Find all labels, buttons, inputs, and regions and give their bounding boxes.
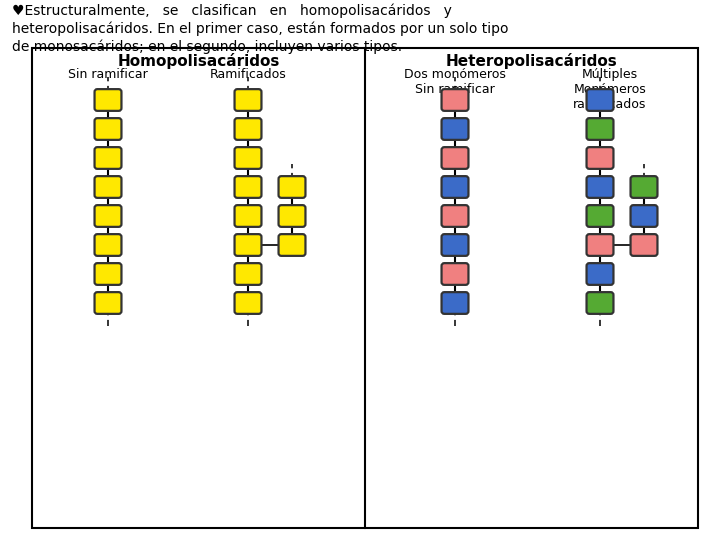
FancyBboxPatch shape [441,292,469,314]
Text: Dos monómeros
Sin ramificar: Dos monómeros Sin ramificar [404,68,506,96]
FancyBboxPatch shape [279,234,305,256]
FancyBboxPatch shape [235,147,261,169]
FancyBboxPatch shape [235,118,261,140]
FancyBboxPatch shape [587,292,613,314]
FancyBboxPatch shape [441,263,469,285]
FancyBboxPatch shape [279,176,305,198]
FancyBboxPatch shape [94,234,122,256]
FancyBboxPatch shape [441,234,469,256]
FancyBboxPatch shape [94,205,122,227]
FancyBboxPatch shape [441,176,469,198]
FancyBboxPatch shape [631,176,657,198]
FancyBboxPatch shape [94,263,122,285]
FancyBboxPatch shape [235,205,261,227]
Text: ♥Estructuralmente,   se   clasifican   en   homopolisacáridos   y: ♥Estructuralmente, se clasifican en homo… [12,3,452,17]
FancyBboxPatch shape [441,205,469,227]
FancyBboxPatch shape [587,89,613,111]
FancyBboxPatch shape [94,292,122,314]
Text: Homopolisacáridos: Homopolisacáridos [117,53,279,69]
FancyBboxPatch shape [235,176,261,198]
FancyBboxPatch shape [279,205,305,227]
FancyBboxPatch shape [94,147,122,169]
Text: Heteropolisacáridos: Heteropolisacáridos [446,53,617,69]
FancyBboxPatch shape [94,89,122,111]
FancyBboxPatch shape [587,263,613,285]
FancyBboxPatch shape [441,147,469,169]
Text: de monosacáridos; en el segundo, incluyen varios tipos.: de monosacáridos; en el segundo, incluye… [12,39,402,53]
Text: Sin ramificar: Sin ramificar [68,68,148,81]
FancyBboxPatch shape [235,292,261,314]
FancyBboxPatch shape [94,118,122,140]
FancyBboxPatch shape [587,176,613,198]
FancyBboxPatch shape [235,89,261,111]
FancyBboxPatch shape [32,48,698,528]
FancyBboxPatch shape [587,234,613,256]
Text: Ramificados: Ramificados [210,68,287,81]
FancyBboxPatch shape [235,263,261,285]
FancyBboxPatch shape [587,205,613,227]
FancyBboxPatch shape [441,118,469,140]
FancyBboxPatch shape [587,147,613,169]
FancyBboxPatch shape [631,234,657,256]
FancyBboxPatch shape [441,89,469,111]
Text: heteropolisacáridos. En el primer caso, están formados por un solo tipo: heteropolisacáridos. En el primer caso, … [12,21,508,36]
FancyBboxPatch shape [631,205,657,227]
FancyBboxPatch shape [587,118,613,140]
FancyBboxPatch shape [94,176,122,198]
FancyBboxPatch shape [235,234,261,256]
Text: Múltiples
Monómeros
ramificados: Múltiples Monómeros ramificados [573,68,647,111]
